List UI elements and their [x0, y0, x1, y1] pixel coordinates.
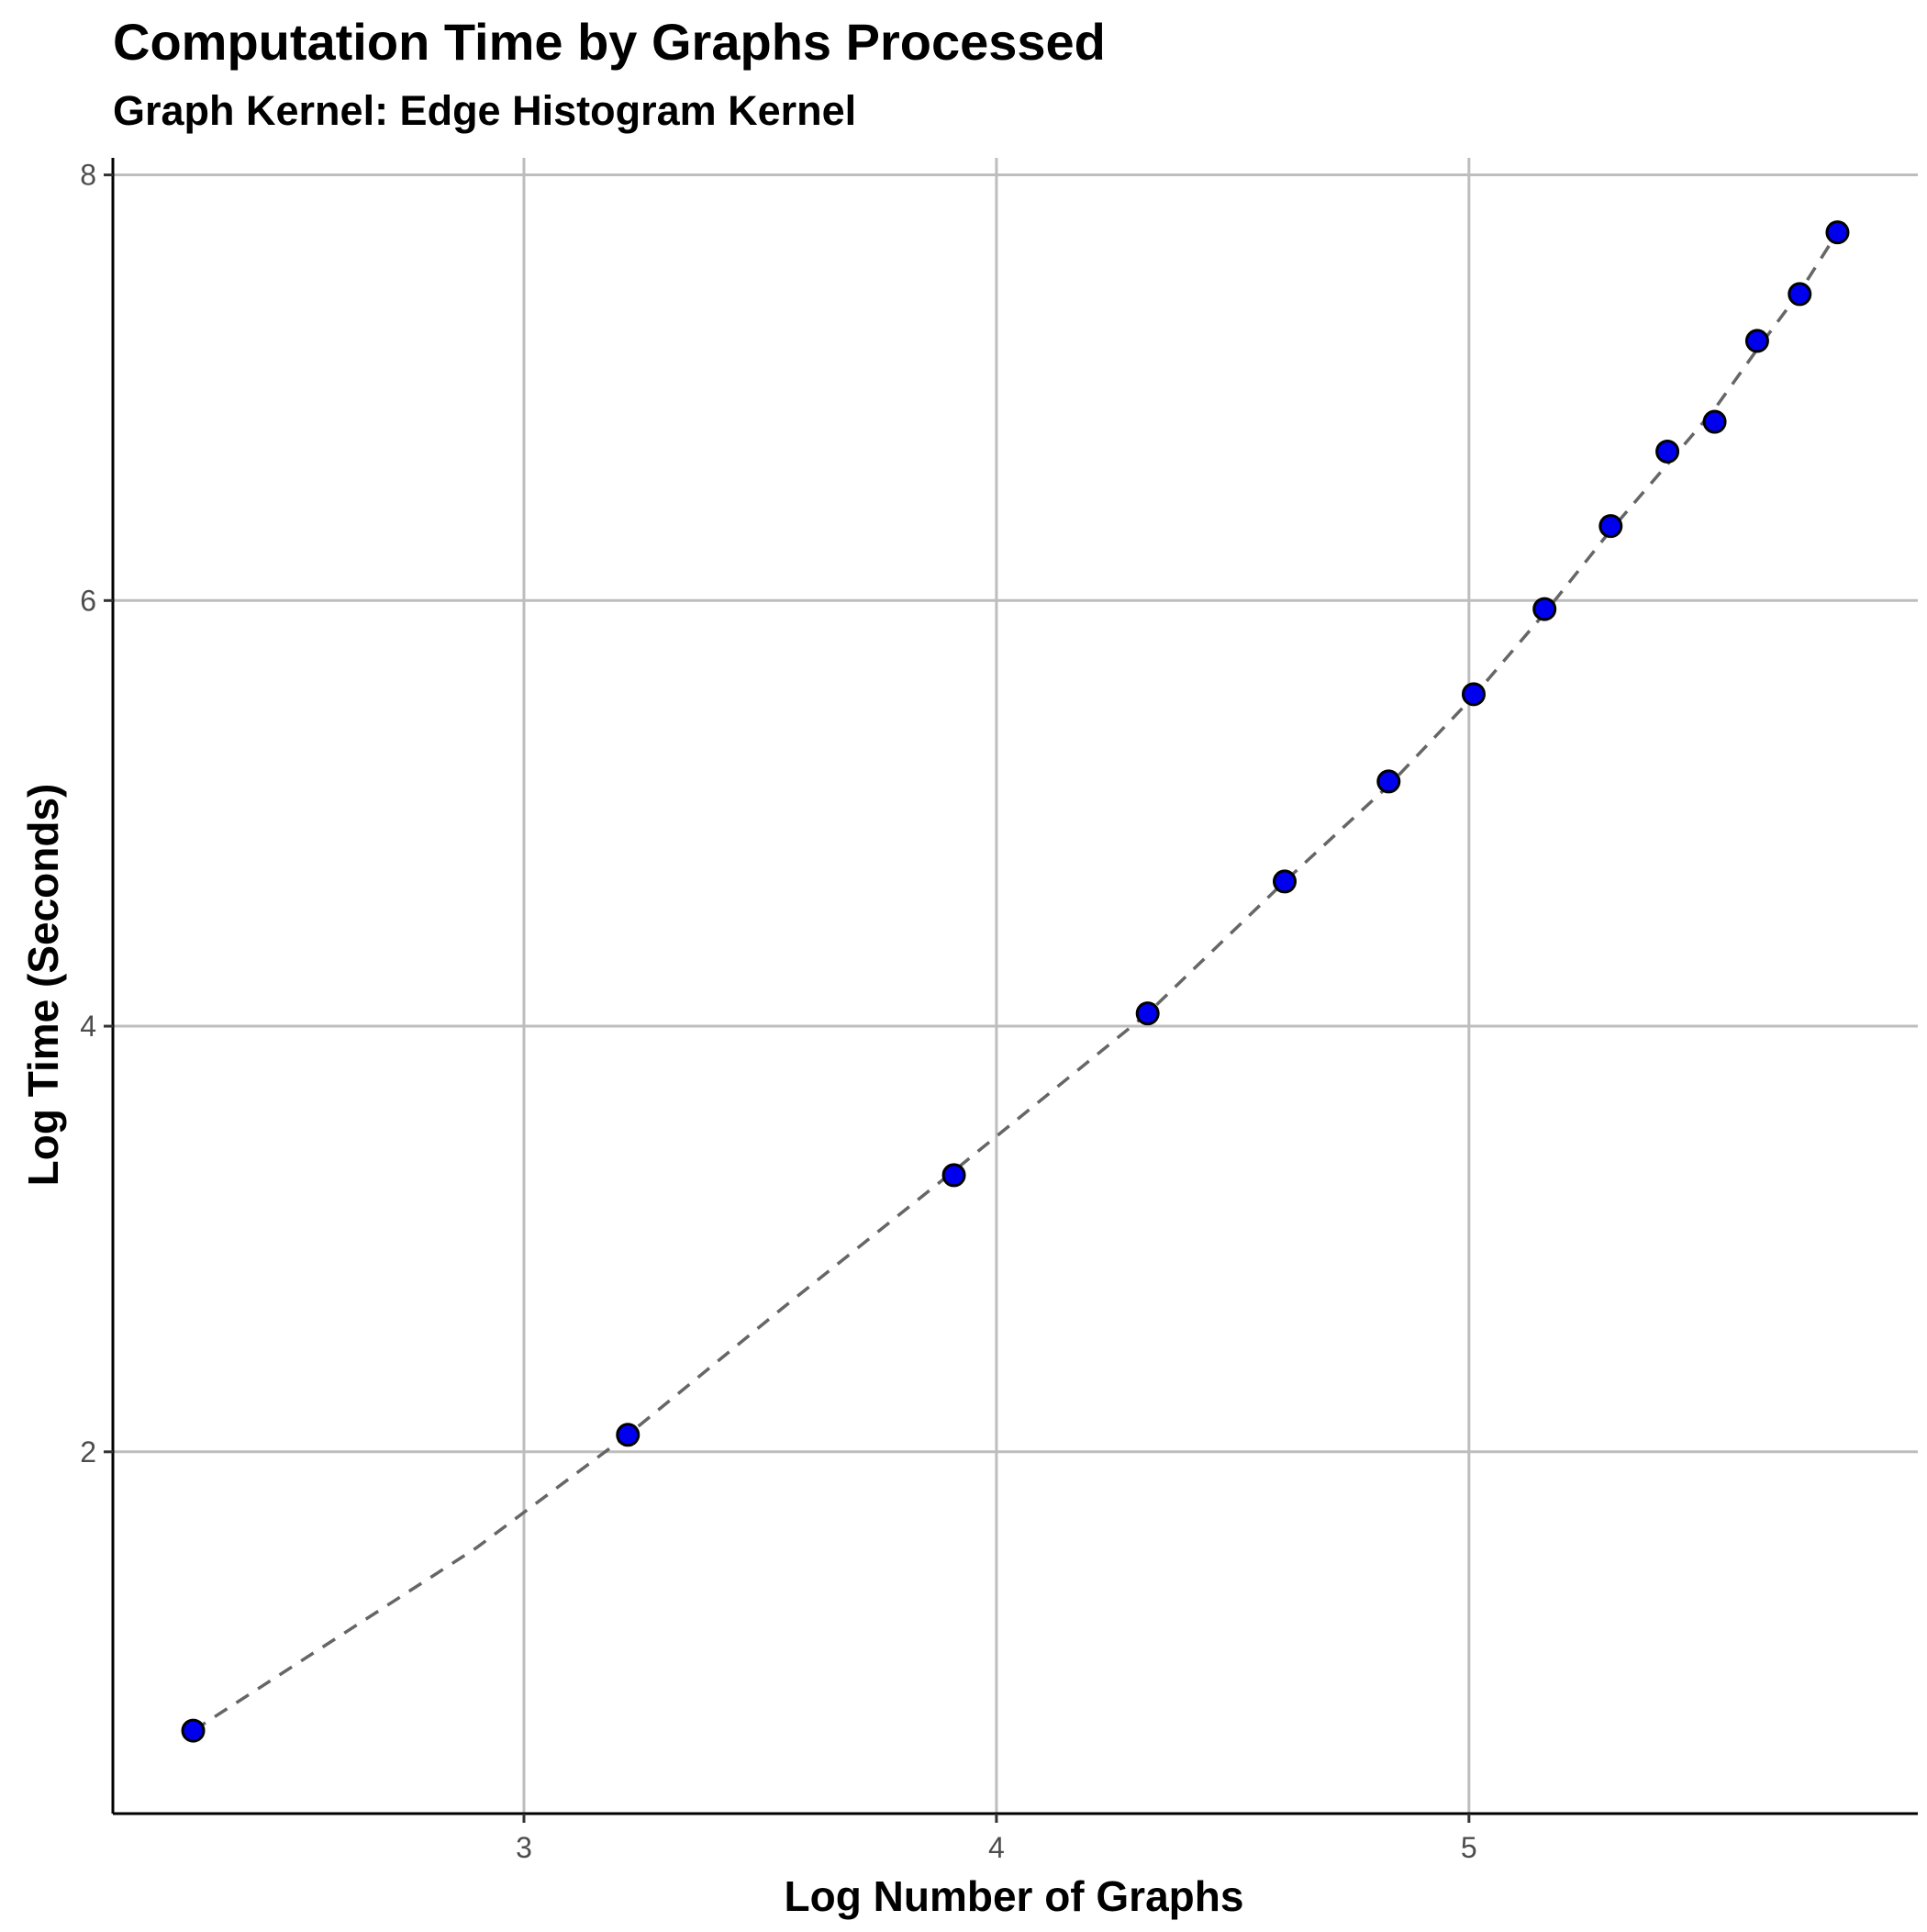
x-tick-label: 4	[988, 1831, 1005, 1864]
data-point	[1532, 597, 1557, 621]
y-axis-title: Log Time (Seconds)	[19, 784, 67, 1187]
data-point	[616, 1423, 640, 1447]
y-tick-label: 2	[80, 1435, 96, 1469]
grid-lines	[113, 158, 1918, 1814]
data-point	[941, 1163, 966, 1188]
data-point	[1788, 282, 1812, 307]
data-point	[181, 1718, 206, 1743]
data-point	[1273, 869, 1298, 894]
data-point	[1702, 409, 1727, 434]
data-point	[1825, 220, 1850, 245]
chart-title: Computation Time by Graphs Processed	[113, 13, 1106, 71]
y-tick-label: 8	[80, 159, 96, 192]
data-point	[1744, 329, 1769, 353]
data-point	[1598, 514, 1623, 539]
fit-line-layer	[192, 231, 1839, 1733]
x-tick-label: 3	[516, 1831, 532, 1864]
x-tick-label: 5	[1461, 1831, 1477, 1864]
data-point	[1135, 1001, 1160, 1026]
data-point	[1655, 439, 1680, 463]
dashed-fit-line	[192, 231, 1839, 1733]
data-points	[181, 220, 1850, 1743]
chart-subtitle: Graph Kernel: Edge Histogram Kernel	[113, 87, 856, 134]
data-point	[1376, 769, 1401, 794]
y-tick-label: 6	[80, 584, 96, 617]
data-point	[1461, 682, 1486, 707]
y-tick-label: 4	[80, 1010, 96, 1043]
axes: 3 4 5 2 4 6 8	[80, 158, 1918, 1864]
x-axis-title: Log Number of Graphs	[785, 1872, 1244, 1920]
